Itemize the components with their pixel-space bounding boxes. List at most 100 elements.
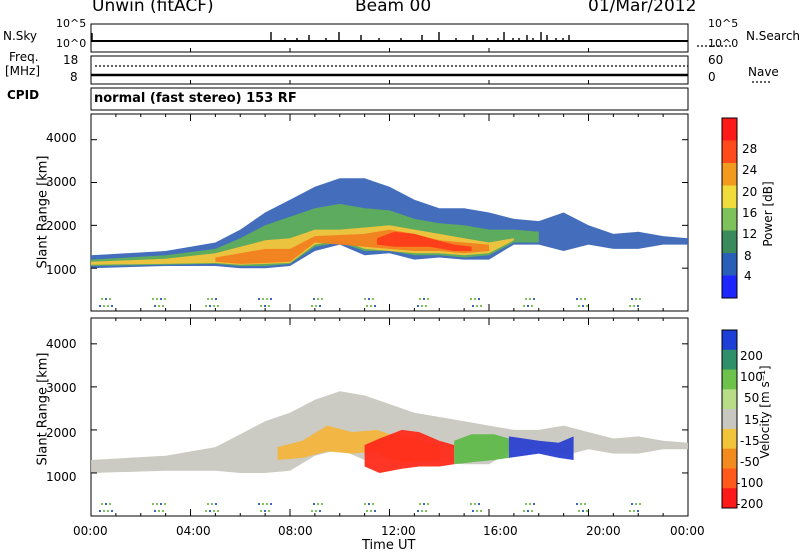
power-cb-tick: 4 (744, 269, 752, 283)
power-speckle (162, 305, 164, 307)
power-colorbar-swatch (722, 253, 737, 276)
power-speckle (319, 305, 321, 307)
velocity-colorbar-swatch (722, 330, 737, 351)
x-axis-title: Time UT (362, 538, 416, 553)
power-speckle (215, 298, 217, 300)
power-speckle (637, 305, 639, 307)
velocity-speckle (162, 510, 164, 512)
velocity-speckle (374, 510, 376, 512)
power-speckle (427, 298, 429, 300)
velocity-speckle (576, 503, 578, 505)
velocity-speckle (313, 503, 315, 505)
power-speckle (268, 305, 270, 307)
velocity-speckle (474, 503, 476, 505)
velocity-speckle (156, 503, 158, 505)
velocity-speckle (527, 510, 529, 512)
velocity-speckle (217, 510, 219, 512)
velocity-speckle (525, 503, 527, 505)
power-speckle (207, 298, 209, 300)
power-speckle (366, 305, 368, 307)
velocity-colorbar-swatch (722, 369, 737, 390)
power-speckle (262, 298, 264, 300)
power-ytick-4000: 4000 (46, 131, 77, 145)
xtick-label: 00:00 (73, 524, 108, 538)
station-title: Unwin (fitACF) (92, 0, 214, 16)
power-colorbar-swatch (722, 208, 737, 231)
velocity-speckle (99, 510, 101, 512)
power-cb-tick: 28 (742, 142, 758, 156)
power-colorbar-swatch (722, 163, 737, 186)
power-speckle (164, 298, 166, 300)
velocity-colorbar-frame (721, 329, 738, 509)
velocity-cb-tick: -100 (736, 476, 764, 490)
velocity-speckle (205, 510, 207, 512)
power-ytick-2000: 2000 (46, 219, 77, 233)
velocity-speckle (423, 503, 425, 505)
velocity-colorbar-swatch (722, 409, 737, 430)
power-speckle (205, 305, 207, 307)
velocity-speckle (631, 503, 633, 505)
velocity-speckle (470, 503, 472, 505)
velocity-speckle (578, 510, 580, 512)
velocity-ytick-3000: 3000 (46, 381, 77, 395)
cpid-label: CPID (7, 88, 40, 102)
power-speckle (105, 298, 107, 300)
power-speckle (160, 298, 162, 300)
power-speckle (321, 298, 323, 300)
power-speckle (578, 305, 580, 307)
velocity-cb-tick: -200 (736, 497, 764, 511)
power-colorbar-frame (721, 117, 738, 299)
velocity-colorbar-swatch (722, 448, 737, 469)
velocity-speckle (427, 503, 429, 505)
power-speckle (525, 298, 527, 300)
power-cb-tick: 8 (744, 249, 752, 263)
nsky-tick-top: 10^5 (56, 17, 87, 30)
velocity-speckle (105, 503, 107, 505)
velocity-speckle (152, 503, 154, 505)
power-speckle (158, 305, 160, 307)
velocity-speckle (270, 503, 272, 505)
velocity-speckle (584, 503, 586, 505)
velocity-speckle (370, 510, 372, 512)
velocity-speckle (109, 503, 111, 505)
power-speckle (629, 305, 631, 307)
power-speckle (368, 298, 370, 300)
power-speckle (315, 305, 317, 307)
power-scatter-region (377, 231, 472, 251)
nsky-tick-bottom: 10^0 (56, 37, 87, 50)
beam-title: Beam 00 (355, 0, 432, 16)
velocity-colorbar-swatch (722, 389, 737, 410)
power-speckle (111, 305, 113, 307)
velocity-speckle (164, 503, 166, 505)
velocity-scatter-region (364, 429, 455, 473)
power-speckle (209, 305, 211, 307)
power-speckle (213, 305, 215, 307)
nsky-label: N.Sky (3, 29, 38, 43)
nsearch-label: N.Search (746, 29, 800, 43)
velocity-speckle (158, 510, 160, 512)
power-speckle (152, 298, 154, 300)
velocity-ytick-2000: 2000 (46, 426, 77, 440)
nave-label: Nave (748, 65, 779, 79)
freq-tick-bottom: 8 (70, 70, 78, 84)
velocity-speckle (372, 503, 374, 505)
power-ytick-1000: 1000 (46, 263, 77, 277)
nave-tick-top: 60 (708, 53, 724, 67)
power-speckle (582, 305, 584, 307)
xtick-label: 04:00 (176, 524, 211, 538)
velocity-speckle (582, 510, 584, 512)
power-speckle (472, 305, 474, 307)
velocity-speckle (635, 503, 637, 505)
velocity-colorbar-swatch (722, 488, 737, 509)
velocity-cb-tick: 100 (740, 370, 763, 384)
velocity-cb-tick: -50 (740, 455, 760, 469)
velocity-cb-tick: 15 (744, 413, 760, 427)
power-speckle (633, 305, 635, 307)
velocity-speckle (160, 503, 162, 505)
velocity-ytick-1000: 1000 (46, 470, 77, 484)
velocity-speckle (586, 510, 588, 512)
power-speckle (425, 305, 427, 307)
power-speckle (527, 305, 529, 307)
power-speckle (313, 298, 315, 300)
power-speckle (154, 305, 156, 307)
